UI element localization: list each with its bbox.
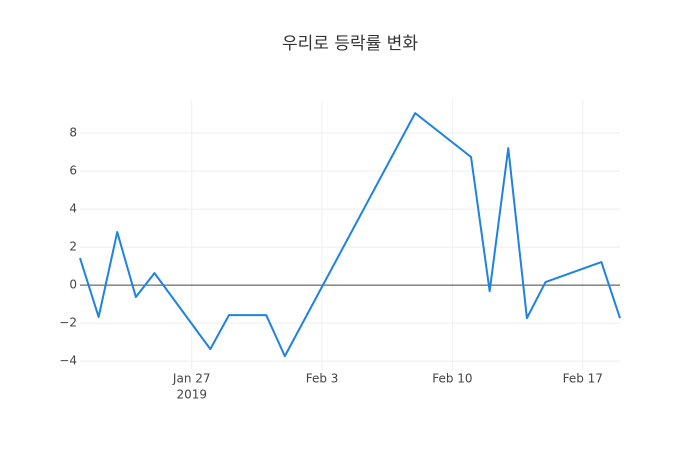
line-series bbox=[79, 112, 621, 358]
y-tick-label: 8 bbox=[69, 126, 77, 140]
chart-title: 우리로 등락률 변화 bbox=[282, 34, 418, 54]
x-tick-label: Feb 17 bbox=[563, 372, 603, 386]
y-tick-label: 6 bbox=[69, 164, 77, 178]
y-tick-label: −2 bbox=[59, 316, 77, 330]
x-tick-label: Feb 10 bbox=[432, 372, 472, 386]
x-tick-label: Jan 27 bbox=[172, 372, 211, 386]
y-tick-label: 4 bbox=[69, 202, 77, 216]
y-tick-label: −4 bbox=[59, 354, 77, 368]
x-tick-label: Feb 3 bbox=[306, 372, 339, 386]
y-tick-label: 0 bbox=[69, 278, 77, 292]
x-tick-label: 2019 bbox=[176, 388, 207, 402]
y-tick-label: 2 bbox=[69, 240, 77, 254]
